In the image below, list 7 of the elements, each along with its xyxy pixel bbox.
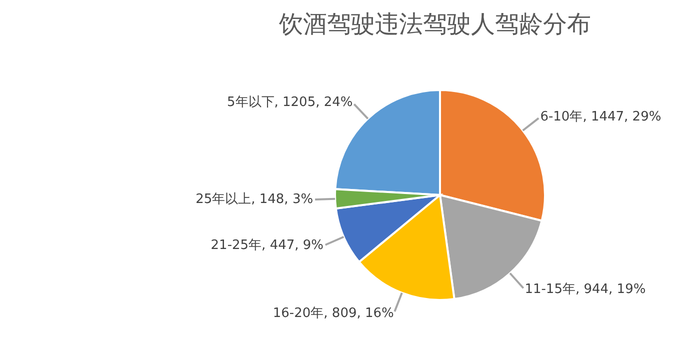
chart-title: 饮酒驾驶违法驾驶人驾龄分布: [278, 9, 592, 40]
slice-label: 11-15年, 944, 19%: [524, 282, 646, 298]
slice-label: 21-25年, 447, 9%: [210, 238, 324, 254]
slice-label: 16-20年, 809, 16%: [272, 306, 394, 321]
slice-label: 6-10年, 1447, 29%: [540, 109, 662, 124]
slice-label: 5年以下, 1205, 24%: [226, 95, 353, 110]
slice-label: 25年以上, 148, 3%: [196, 192, 314, 208]
